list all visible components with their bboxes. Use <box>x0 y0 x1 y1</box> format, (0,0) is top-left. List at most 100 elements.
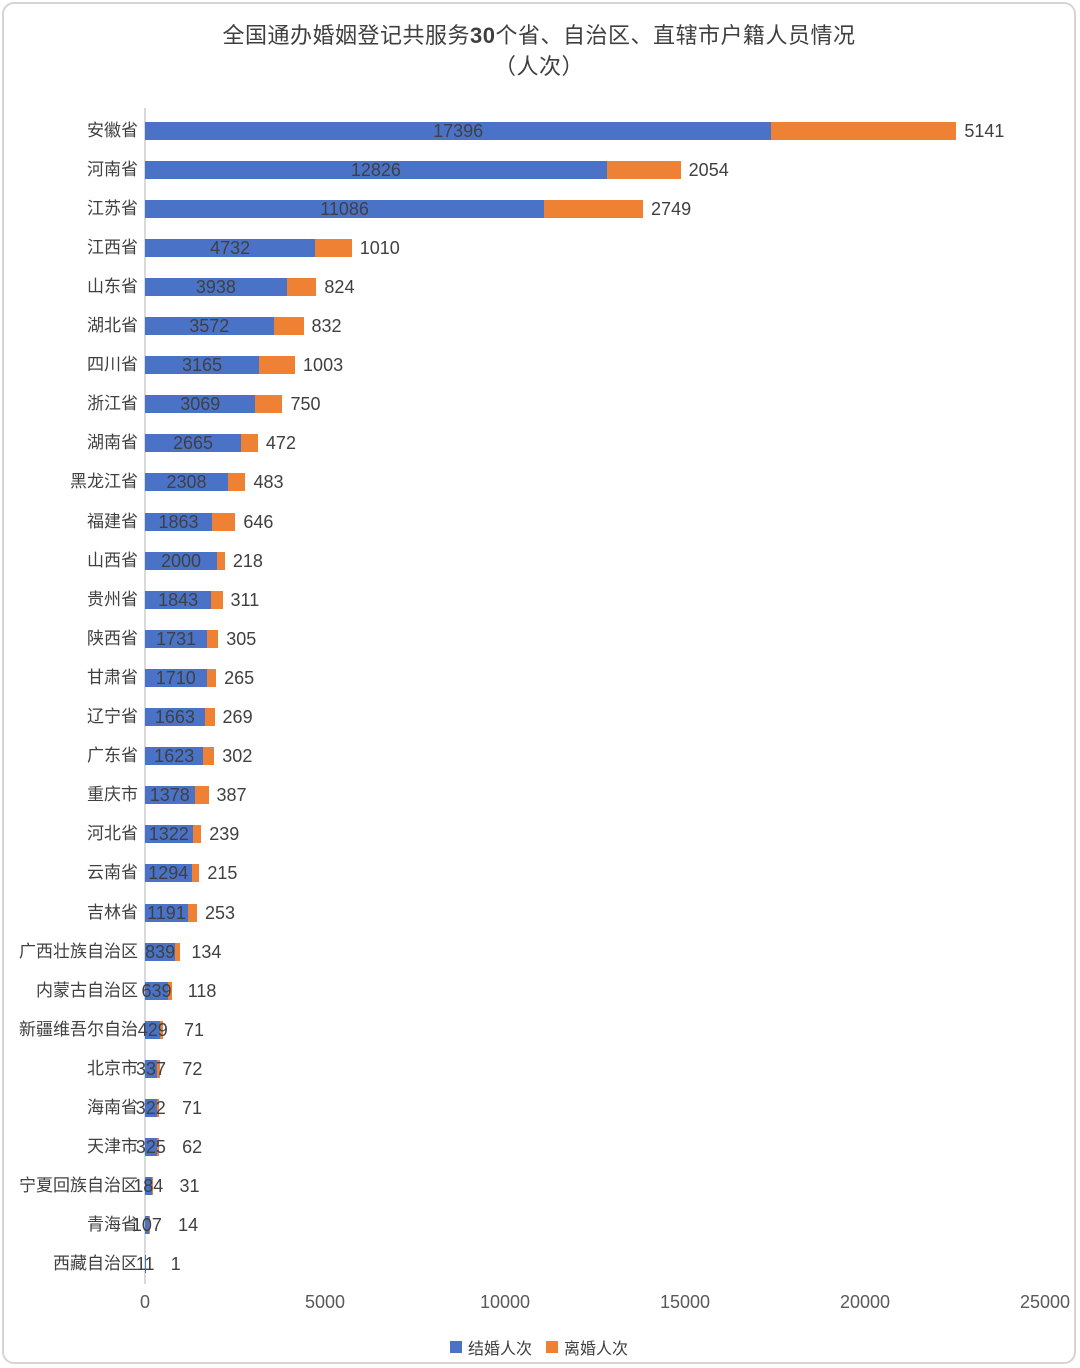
marriage-bar-segment <box>145 747 204 766</box>
divorce-value-label: 71 <box>182 1098 203 1119</box>
marriage-bar-segment <box>145 942 176 961</box>
divorce-value-label: 387 <box>216 785 247 806</box>
category-label: 安徽省 <box>87 120 138 140</box>
marriage-value-label: 325 <box>135 1137 166 1158</box>
divorce-bar-segment <box>148 1216 150 1235</box>
chart-title: 全国通办婚姻登记共服务30个省、自治区、直辖市户籍人员情况 （人次） <box>4 20 1074 82</box>
divorce-value-label: 311 <box>230 589 260 610</box>
legend-item-marriage: 结婚人次 <box>449 1335 532 1359</box>
divorce-bar-segment <box>258 356 296 375</box>
chart-title-line1: 全国通办婚姻登记共服务30个省、自治区、直辖市户籍人员情况 <box>4 20 1074 51</box>
divorce-bar-segment <box>211 590 223 609</box>
marriage-bar-segment <box>145 864 192 883</box>
marriage-value-label: 3069 <box>180 394 221 415</box>
marriage-value-label: 184 <box>133 1176 164 1197</box>
marriage-bar-segment <box>145 121 772 140</box>
marriage-bar-segment <box>145 395 256 414</box>
divorce-value-label: 2054 <box>688 159 729 180</box>
divorce-bar-segment <box>203 747 215 766</box>
category-label: 甘肃省 <box>87 667 138 687</box>
divorce-value-label: 1003 <box>303 355 344 376</box>
divorce-bar-segment <box>771 121 957 140</box>
divorce-value-label: 72 <box>182 1058 203 1079</box>
marriage-value-label: 12826 <box>350 159 401 180</box>
marriage-bar-segment <box>145 981 168 1000</box>
divorce-value-label: 31 <box>179 1176 200 1197</box>
category-label: 山东省 <box>87 276 138 296</box>
x-axis-tick-label: 0 <box>139 1292 151 1312</box>
marriage-value-label: 1322 <box>148 824 189 845</box>
category-label: 福建省 <box>87 511 138 531</box>
category-label: 辽宁省 <box>87 707 138 727</box>
category-label: 江西省 <box>87 237 138 257</box>
marriage-value-label: 2665 <box>172 433 213 454</box>
category-label: 天津市 <box>87 1137 138 1157</box>
marriage-bar-segment <box>145 1177 152 1196</box>
category-label: 西藏自治区 <box>53 1254 138 1274</box>
marriage-bar-segment <box>145 434 241 453</box>
marriage-value-label: 11 <box>135 1254 155 1275</box>
marriage-value-label: 839 <box>145 941 176 962</box>
divorce-value-label: 472 <box>265 433 296 454</box>
divorce-bar-segment <box>160 1020 163 1039</box>
divorce-bar-segment <box>157 1059 160 1078</box>
category-label: 四川省 <box>87 355 138 375</box>
divorce-value-label: 1010 <box>359 237 400 258</box>
divorce-bar-segment <box>151 1177 153 1196</box>
divorce-bar-segment <box>255 395 283 414</box>
category-label: 宁夏回族自治区 <box>19 1176 138 1196</box>
divorce-legend-swatch-icon <box>546 1341 558 1353</box>
marriage-value-label: 1378 <box>149 785 190 806</box>
category-label: 河北省 <box>87 824 138 844</box>
marriage-value-label: 4732 <box>210 237 251 258</box>
divorce-value-label: 305 <box>226 628 257 649</box>
marriage-bar-segment <box>145 277 287 296</box>
marriage-bar-segment <box>145 356 259 375</box>
marriage-bar-segment <box>145 590 212 609</box>
divorce-bar-segment <box>194 786 209 805</box>
marriage-value-label: 1843 <box>158 589 199 610</box>
chart-title-bold-number: 30 <box>470 23 496 48</box>
x-axis-tick-label: 10000 <box>479 1292 531 1312</box>
marriage-bar-segment <box>145 1216 149 1235</box>
legend: 结婚人次 离婚人次 <box>4 1335 1074 1359</box>
marriage-value-label: 17396 <box>433 120 484 141</box>
category-label: 吉林省 <box>87 902 138 922</box>
divorce-value-label: 118 <box>187 980 217 1001</box>
marriage-bar-segment <box>145 317 274 336</box>
marriage-bar-segment <box>145 473 229 492</box>
category-label: 青海省 <box>87 1215 138 1235</box>
marriage-bar-segment <box>145 708 205 727</box>
divorce-value-label: 5141 <box>964 120 1005 141</box>
divorce-bar-segment <box>228 473 246 492</box>
divorce-value-label: 1 <box>170 1254 181 1275</box>
divorce-bar-segment <box>168 981 173 1000</box>
divorce-bar-segment <box>191 864 200 883</box>
chart-title-line2: （人次） <box>493 54 584 79</box>
divorce-bar-segment <box>212 512 236 531</box>
divorce-bar-segment <box>187 903 197 922</box>
marriage-value-label: 322 <box>135 1098 166 1119</box>
divorce-bar-segment <box>544 199 644 218</box>
legend-label: 离婚人次 <box>564 1341 629 1358</box>
divorce-value-label: 215 <box>207 863 238 884</box>
category-label: 重庆市 <box>87 785 138 805</box>
category-label: 广东省 <box>87 746 138 766</box>
category-label: 内蒙古自治区 <box>36 980 138 1000</box>
marriage-bar-segment <box>145 512 213 531</box>
category-label: 贵州省 <box>87 589 138 609</box>
divorce-value-label: 302 <box>222 746 253 767</box>
marriage-bar-segment <box>145 668 207 687</box>
divorce-value-label: 253 <box>204 902 236 923</box>
divorce-bar-segment <box>204 708 215 727</box>
divorce-value-label: 265 <box>224 667 255 688</box>
divorce-bar-segment <box>606 160 681 179</box>
divorce-bar-segment <box>315 238 352 257</box>
divorce-bar-segment <box>156 1099 160 1118</box>
divorce-bar-segment <box>286 277 317 296</box>
marriage-value-label: 2000 <box>160 550 202 571</box>
divorce-bar-segment <box>207 629 219 648</box>
legend-label: 结婚人次 <box>467 1341 532 1358</box>
marriage-value-label: 1731 <box>156 628 197 649</box>
divorce-bar-segment <box>240 434 258 453</box>
